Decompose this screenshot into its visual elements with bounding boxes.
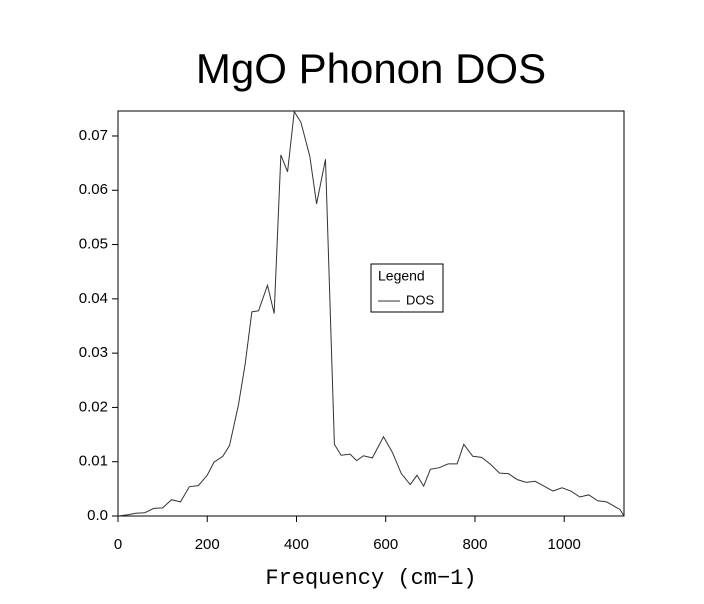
- x-tick-label: 0: [114, 536, 122, 553]
- chart-title: MgO Phonon DOS: [196, 45, 546, 92]
- data-line: [117, 110, 625, 517]
- plot-frame: [117, 110, 625, 517]
- y-tick-label: 0.07: [79, 127, 108, 144]
- y-tick-label: 0.04: [79, 290, 108, 307]
- x-tick-label: 1000: [548, 536, 581, 553]
- legend-box: [370, 263, 444, 313]
- x-tick-label: 600: [373, 536, 398, 553]
- y-tick-label: 0.05: [79, 236, 108, 253]
- y-tick-label: 0.0: [87, 507, 108, 524]
- legend-title: Legend: [378, 268, 425, 284]
- legend-label: DOS: [406, 292, 435, 307]
- x-tick-label: 800: [462, 536, 487, 553]
- y-tick-label: 0.03: [79, 344, 108, 361]
- x-axis-label: Frequency (cm−1): [265, 566, 476, 591]
- x-tick-label: 200: [195, 536, 220, 553]
- y-tick-label: 0.01: [79, 453, 108, 470]
- y-tick-label: 0.06: [79, 181, 108, 198]
- legend: Legend: [370, 263, 444, 313]
- y-tick-label: 0.02: [79, 398, 108, 415]
- x-tick-label: 400: [284, 536, 309, 553]
